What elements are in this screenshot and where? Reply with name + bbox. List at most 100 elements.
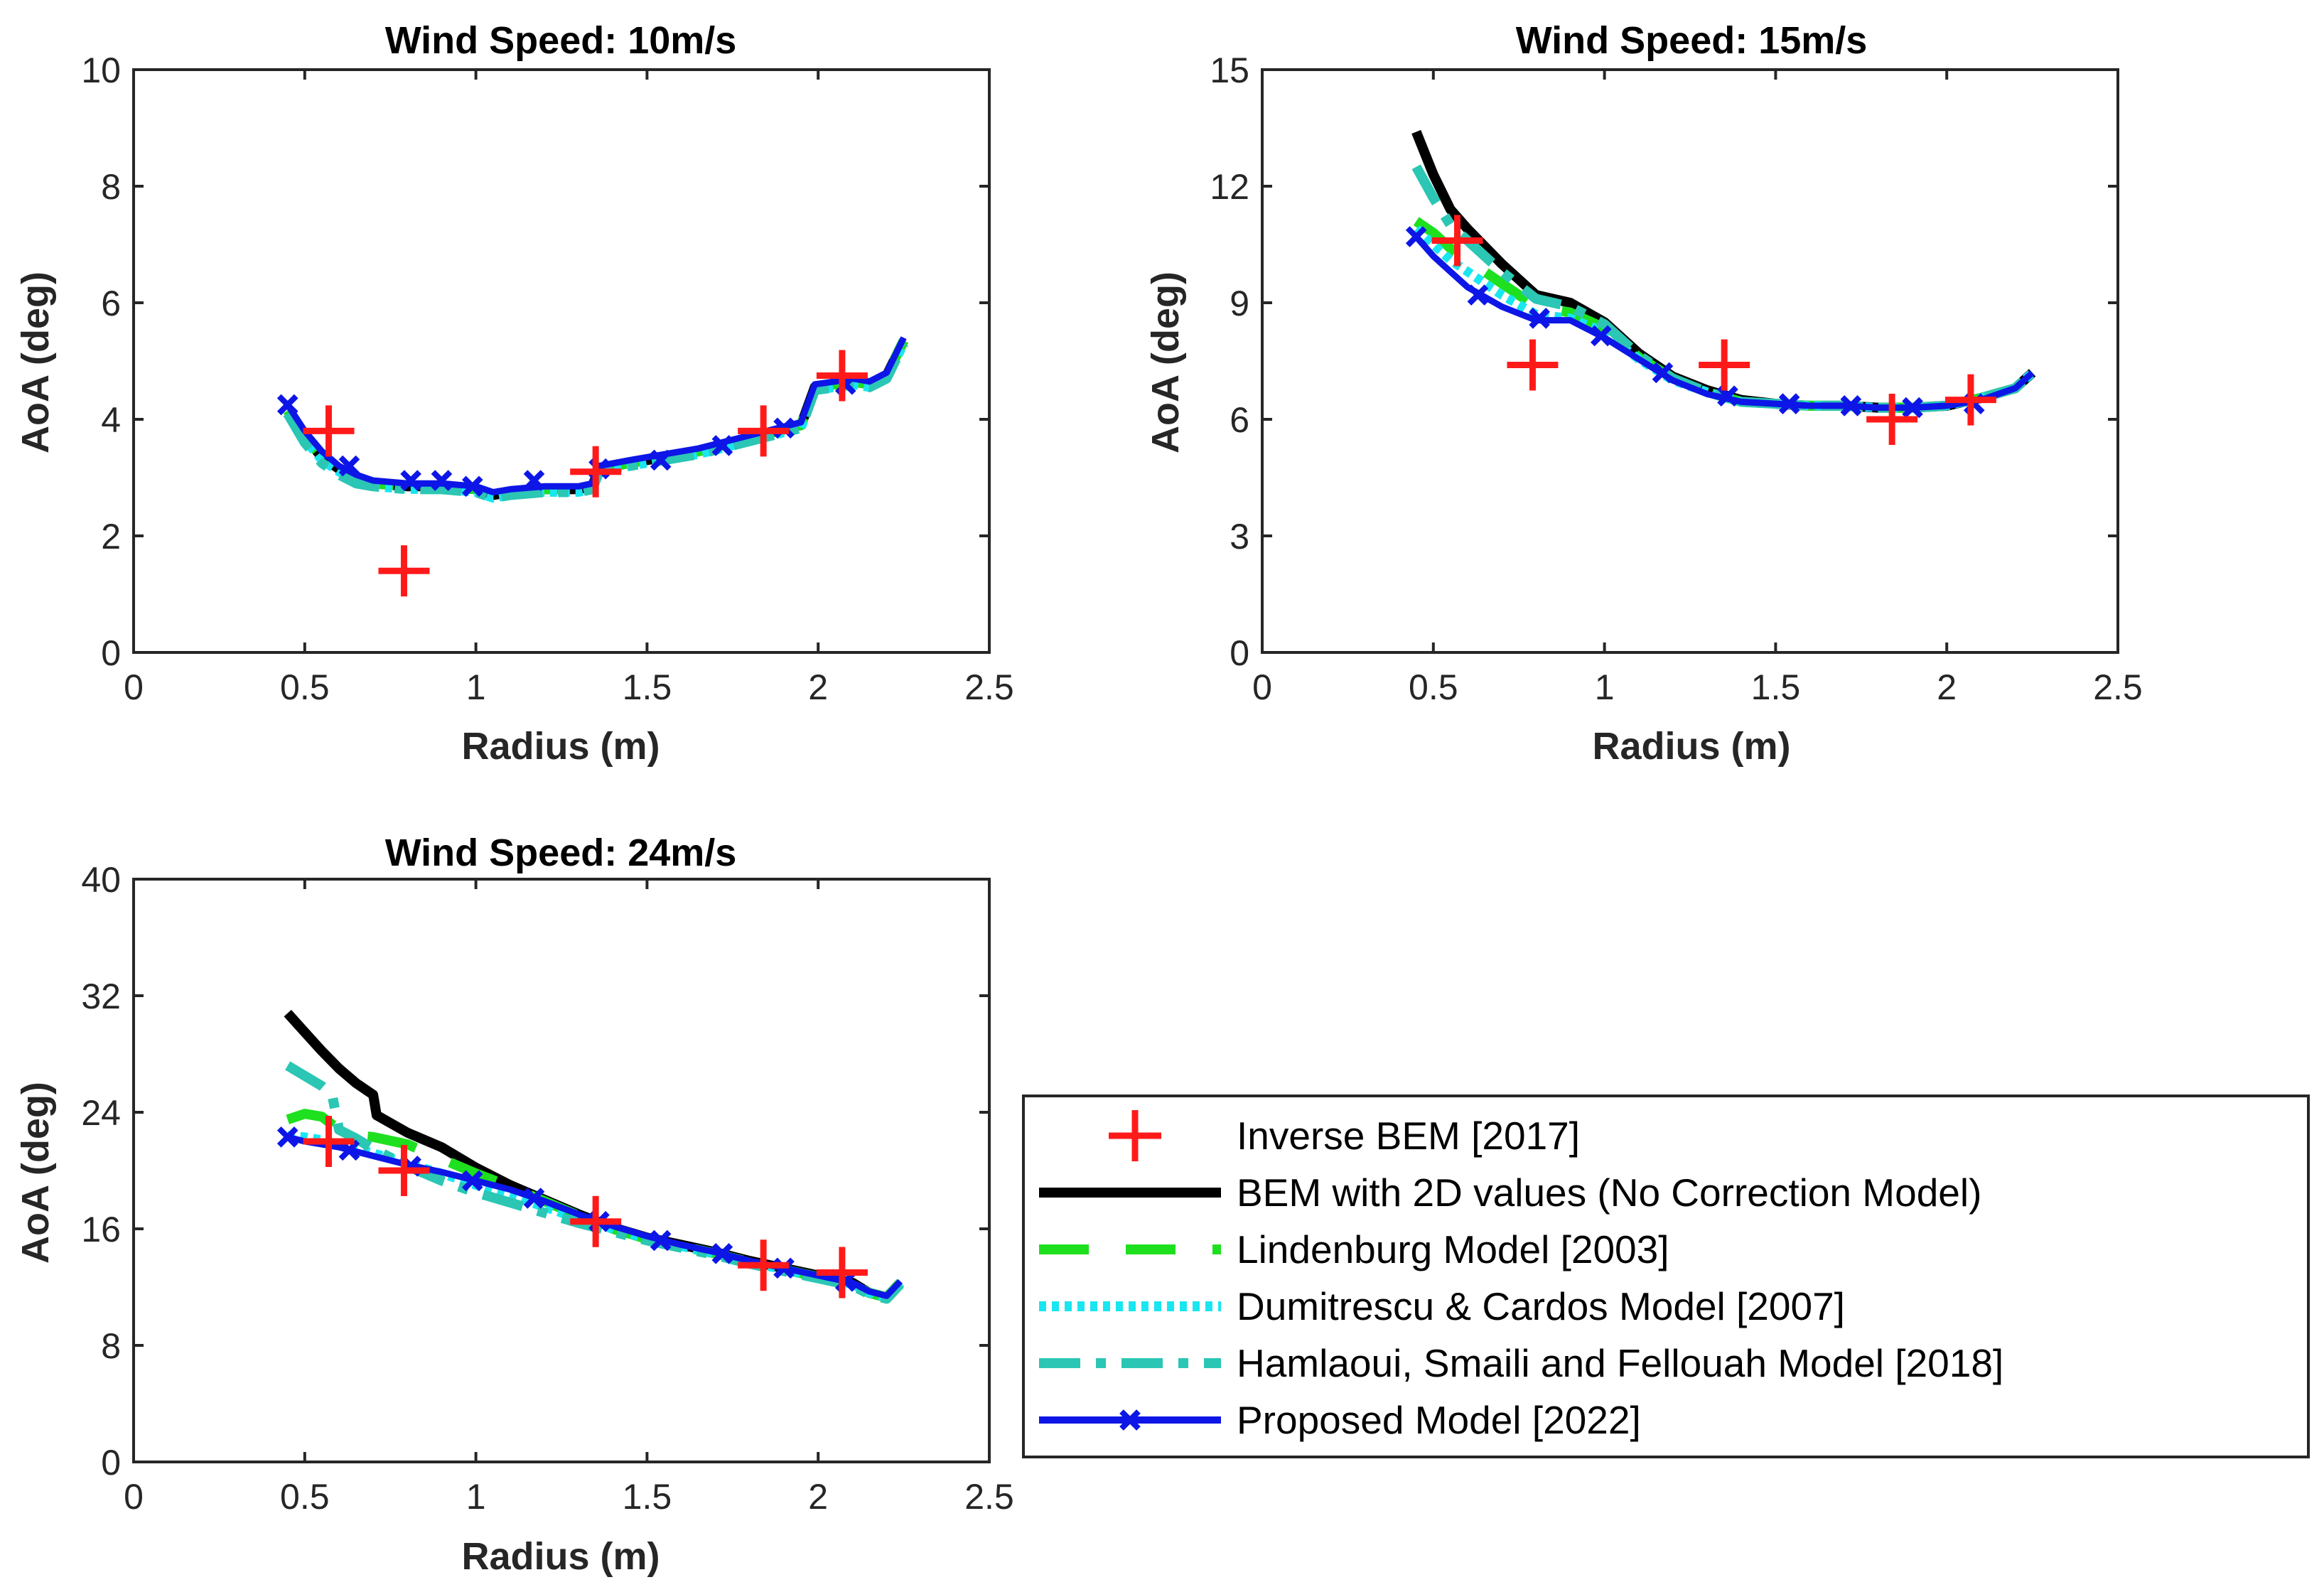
proposed-marker-cross-icon [711, 1243, 733, 1264]
x-tick-label: 0.5 [1409, 667, 1458, 707]
subplot-title: Wind Speed: 15m/s [1516, 19, 1868, 62]
axes-box [132, 878, 991, 1463]
legend-label: Dumitrescu & Cardos Model [2007] [1237, 1284, 1845, 1328]
proposed-marker-cross-icon [1405, 226, 1427, 247]
x-tick-label: 2 [808, 1477, 828, 1517]
legend-label: BEM with 2D values (No Correction Model) [1237, 1171, 1981, 1215]
inverse-bem-point-plus-icon [303, 1116, 355, 1167]
plot-area: 0 0.5 1 1.5 2 2.5 0 2 4 6 8 10 [81, 50, 1013, 707]
proposed-marker-cross-icon [711, 435, 733, 456]
x-tick-label: 2.5 [964, 1477, 1014, 1517]
marker-stroke [650, 1230, 672, 1252]
legend-swatch-plus-icon [1109, 1110, 1161, 1161]
y-tick-label: 10 [81, 50, 121, 90]
x-tick-label: 1 [1595, 667, 1615, 707]
x-axis-label: Radius (m) [461, 725, 660, 768]
subplot-title: Wind Speed: 10m/s [385, 19, 737, 62]
axes-box [132, 68, 991, 654]
subplot-wind-15: Wind Speed: 15m/s Radius (m) AoA (deg) 0… [1144, 19, 2143, 768]
legend-box [1022, 1094, 2310, 1458]
proposed-marker-cross-icon [338, 455, 360, 477]
x-tick-label: 0 [124, 1477, 144, 1517]
subplot-wind-10: Wind Speed: 10m/s Radius (m) AoA (deg) 0… [14, 19, 1014, 768]
marker-stroke [1840, 395, 1862, 416]
legend-entry-hamlaoui: Hamlaoui, Smaili and Fellouah Model [201… [1039, 1341, 2003, 1385]
marker-stroke [276, 394, 298, 416]
inverse-bem-point-plus-icon [1944, 374, 1996, 426]
proposed-marker-cross-icon [523, 1188, 545, 1209]
proposed-marker-cross-icon [1590, 325, 1612, 347]
x-tick-label: 2 [808, 667, 828, 707]
y-tick-label: 0 [101, 633, 121, 673]
proposed-marker-cross-icon [1529, 308, 1550, 329]
y-axis-label: AoA (deg) [14, 271, 57, 453]
y-tick-label: 0 [1230, 633, 1249, 673]
inverse-bem-point-plus-icon [738, 405, 790, 457]
x-tick-label: 1 [466, 667, 486, 707]
proposed-marker-cross-icon [461, 475, 483, 498]
y-axis-label: AoA (deg) [1144, 271, 1187, 453]
y-tick-label: 3 [1230, 517, 1249, 556]
marker-stroke [431, 470, 453, 491]
y-tick-label: 8 [101, 167, 121, 207]
marker-stroke [338, 455, 360, 477]
inverse-bem-point-plus-icon [1431, 215, 1483, 267]
proposed-marker-cross-icon [400, 470, 421, 491]
x-tick-label: 2 [1937, 667, 1957, 707]
marker-stroke [711, 1243, 733, 1264]
inverse-bem-point-plus-icon [816, 1247, 868, 1298]
proposed-marker-cross-icon [650, 449, 672, 471]
inverse-bem-point-plus-icon [570, 1195, 622, 1247]
inverse-bem-point-plus-icon [816, 350, 868, 402]
proposed-marker-cross-icon [650, 1230, 672, 1252]
marker-stroke [1529, 308, 1550, 329]
legend-entry-bem-2d: BEM with 2D values (No Correction Model) [1039, 1171, 1981, 1215]
x-tick-label: 0.5 [280, 667, 330, 707]
inverse-bem-point-plus-icon [738, 1239, 790, 1291]
inverse-bem-point-plus-icon [1507, 339, 1559, 391]
legend-entry-proposed: Proposed Model [2022] [1039, 1398, 1641, 1442]
proposed-marker-cross-icon [1652, 362, 1674, 384]
y-tick-label: 9 [1230, 284, 1249, 323]
legend-entry-inverse-bem: Inverse BEM [2017] [1109, 1110, 1580, 1161]
x-tick-label: 2.5 [964, 667, 1014, 707]
marker-stroke [1717, 385, 1738, 407]
axes-box [1261, 68, 2119, 654]
y-tick-label: 6 [1230, 400, 1249, 440]
x-tick-label: 1.5 [623, 1477, 672, 1517]
proposed-marker-cross-icon [431, 470, 453, 491]
x-tick-label: 1 [466, 1477, 486, 1517]
y-tick-label: 2 [101, 517, 121, 556]
proposed-marker-cross-icon [276, 1126, 298, 1148]
marker-stroke [461, 475, 483, 498]
proposed-marker-cross-icon [1840, 395, 1862, 416]
inverse-bem-point-plus-icon [378, 545, 430, 597]
marker-stroke [1902, 397, 1923, 419]
y-tick-label: 0 [101, 1443, 121, 1483]
inverse-bem-point-plus-icon [378, 1145, 430, 1196]
proposed-line [284, 336, 907, 495]
legend: Inverse BEM [2017] BEM with 2D values (N… [1022, 1094, 2310, 1458]
marker-stroke [1652, 362, 1674, 384]
x-axis-label: Radius (m) [461, 1535, 660, 1578]
y-tick-label: 8 [101, 1326, 121, 1366]
proposed-marker-cross-icon [461, 1170, 483, 1192]
proposed-marker-cross-icon [276, 394, 298, 416]
inverse-bem-point-plus-icon [303, 405, 355, 457]
y-tick-label: 4 [101, 400, 121, 440]
x-tick-label: 0 [1252, 667, 1272, 707]
y-tick-label: 24 [81, 1093, 121, 1133]
legend-label: Proposed Model [2022] [1237, 1398, 1641, 1442]
subplot-wind-24: Wind Speed: 24m/s Radius (m) AoA (deg) 0… [14, 832, 1014, 1578]
legend-entry-lindenburg: Lindenburg Model [2003] [1039, 1227, 1669, 1271]
subplot-title: Wind Speed: 24m/s [385, 832, 737, 874]
x-tick-label: 1.5 [1751, 667, 1801, 707]
x-tick-label: 2.5 [2093, 667, 2143, 707]
marker-stroke [523, 470, 545, 491]
x-axis-label: Radius (m) [1592, 725, 1790, 768]
hamlaoui-line [283, 341, 908, 503]
marker-stroke [338, 1139, 360, 1161]
proposed-marker-cross-icon [1902, 397, 1923, 419]
marker-stroke [1467, 284, 1489, 306]
marker-stroke [276, 1126, 298, 1148]
